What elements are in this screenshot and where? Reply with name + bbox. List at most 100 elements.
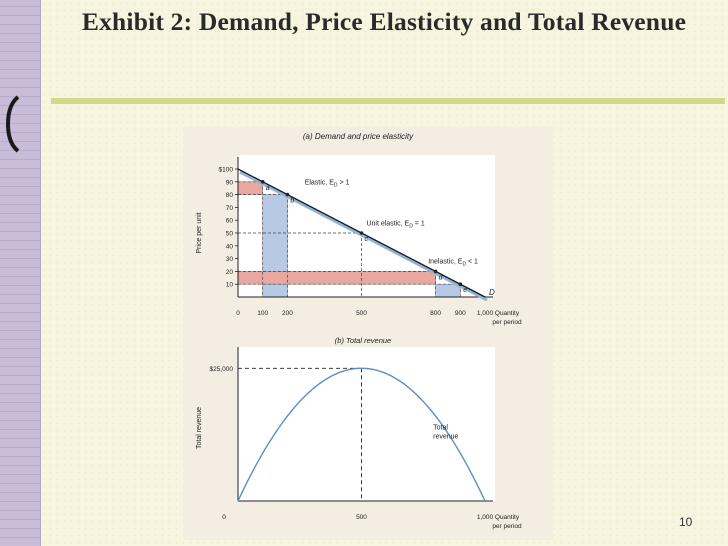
chart-b-title: (b) Total revenue xyxy=(335,336,391,345)
sidebar-stripe xyxy=(0,510,40,511)
sidebar-stripe xyxy=(0,114,40,115)
sidebar-stripe xyxy=(0,285,40,286)
x-tick-label-a: 0 xyxy=(236,310,240,317)
sidebar-stripe xyxy=(0,483,40,484)
sidebar-stripe xyxy=(0,393,40,394)
point-e xyxy=(458,282,463,286)
x-tick-label-a: 900 xyxy=(455,310,466,317)
bracket-icon xyxy=(5,95,20,153)
x-axis-label-b-line1: Quantity xyxy=(495,514,520,521)
sidebar-stripe xyxy=(0,474,40,475)
sidebar-stripe xyxy=(0,150,40,151)
sidebar-stripe xyxy=(0,78,40,79)
sidebar-stripe xyxy=(0,519,40,520)
sidebar-stripe xyxy=(0,411,40,412)
x-tick-label-a: 1,000 xyxy=(477,310,494,317)
point-c xyxy=(359,231,364,235)
y-tick-label-a: 80 xyxy=(226,192,234,199)
sidebar-stripe xyxy=(0,465,40,466)
sidebar-stripe xyxy=(0,348,40,349)
y-tick-label-a: 20 xyxy=(226,269,234,276)
sidebar-stripe xyxy=(0,69,40,70)
series-label-tr-line1: Total xyxy=(433,424,448,431)
sidebar-stripe xyxy=(0,231,40,232)
sidebar-stripe xyxy=(0,105,40,106)
demand-highlight xyxy=(239,170,488,302)
point-b xyxy=(285,192,290,197)
y-axis-label-a: Price per unit xyxy=(196,212,203,253)
title-rule xyxy=(51,98,725,104)
sidebar-stripe xyxy=(0,222,40,223)
x-tick-label-b: 0 xyxy=(222,514,226,521)
point-label-c: c xyxy=(365,236,369,243)
y-tick-label-a: 60 xyxy=(226,218,234,225)
plot-area-b xyxy=(238,347,495,501)
point-label-d: d xyxy=(439,274,444,281)
chart-svg: (a) Demand and price elasticity Da b c d e 10 2… xyxy=(196,132,522,530)
sidebar-stripe xyxy=(0,294,40,295)
sidebar-stripe xyxy=(0,528,40,529)
x-axis-label-b-line2: per period xyxy=(492,523,522,530)
sidebar-stripe xyxy=(0,249,40,250)
sidebar-stripe xyxy=(0,15,40,16)
sidebar-stripe xyxy=(0,33,40,34)
sidebar-stripe xyxy=(0,456,40,457)
sidebar-stripe xyxy=(0,384,40,385)
sidebar-stripe xyxy=(0,141,40,142)
sidebar-stripe xyxy=(0,447,40,448)
sidebar-stripe xyxy=(0,60,40,61)
point-label-b: b xyxy=(290,198,294,205)
shaded-region-1 xyxy=(237,181,263,195)
series-label-tr-line2: revenue xyxy=(433,433,458,440)
sidebar-stripe xyxy=(0,321,40,322)
sidebar-stripe xyxy=(0,429,40,430)
y-axis-label-b: Total revenue xyxy=(196,407,203,449)
sidebar-stripe xyxy=(0,24,40,25)
sidebar-stripe xyxy=(0,438,40,439)
sidebar-stripe xyxy=(0,492,40,493)
sidebar-stripe xyxy=(0,213,40,214)
sidebar-stripe xyxy=(0,420,40,421)
sidebar-stripe xyxy=(0,195,40,196)
x-tick-label-b: 1,000 xyxy=(477,514,494,521)
point-a xyxy=(260,180,265,184)
y-tick-label-a: 30 xyxy=(226,256,234,263)
sidebar-stripe xyxy=(0,402,40,403)
sidebar-stripe xyxy=(0,6,40,7)
point-label-e: e xyxy=(463,287,467,294)
sidebar-stripe xyxy=(0,51,40,52)
sidebar-stripe xyxy=(0,258,40,259)
annotation-3: Inelastic, ED < 1 xyxy=(428,259,478,268)
sidebar-stripe xyxy=(0,501,40,502)
sidebar-stripe xyxy=(0,537,40,538)
slide-title: Exhibit 2: Demand, Price Elasticity and … xyxy=(81,7,687,36)
sidebar-stripe xyxy=(0,375,40,376)
sidebar-stripe xyxy=(0,357,40,358)
sidebar-stripe xyxy=(0,159,40,160)
sidebar-stripe xyxy=(0,303,40,304)
x-tick-label-a: 500 xyxy=(356,310,367,317)
y-tick-label-a: 40 xyxy=(226,243,234,250)
sidebar-stripe xyxy=(0,96,40,97)
sidebar-stripe xyxy=(0,186,40,187)
x-tick-label-a: 800 xyxy=(430,310,441,317)
series-label-d: D xyxy=(489,288,495,297)
y-tick-label-a: 70 xyxy=(226,205,234,212)
point-label-a: a xyxy=(266,185,270,192)
x-tick-label-a: 100 xyxy=(257,310,268,317)
sidebar-stripe xyxy=(0,267,40,268)
sidebar-stripe xyxy=(0,366,40,367)
sidebar-stripe xyxy=(0,168,40,169)
x-axis-label-a-line2: per period xyxy=(492,319,522,326)
x-tick-label-a: 200 xyxy=(282,310,293,317)
y-tick-label-b: $25,000 xyxy=(210,366,234,373)
sidebar-stripe xyxy=(0,240,40,241)
x-axis-label-a-line1: Quantity xyxy=(495,310,520,317)
y-tick-label-a: 90 xyxy=(226,179,234,186)
annotation-2: Unit elastic, ED = 1 xyxy=(366,220,424,229)
y-tick-label-a: 50 xyxy=(226,231,234,238)
slide-number: 10 xyxy=(679,515,693,529)
annotation-1: Elastic, ED > 1 xyxy=(305,179,350,188)
shaded-region-4 xyxy=(435,283,461,298)
